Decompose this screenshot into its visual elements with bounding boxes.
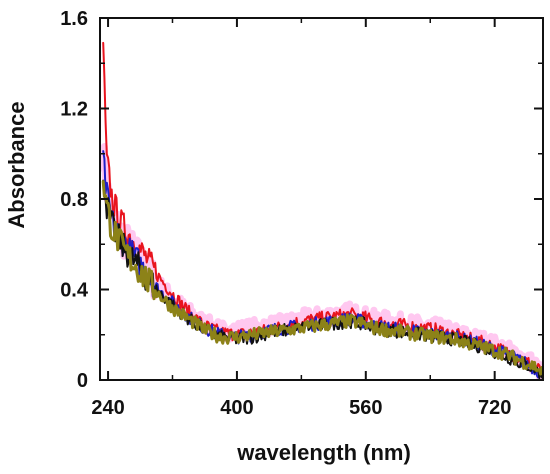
x-tick-label: 400 bbox=[220, 397, 253, 419]
y-tick-label: 0 bbox=[77, 370, 88, 392]
x-axis-title: wavelength (nm) bbox=[236, 440, 411, 465]
y-tick-label: 1.2 bbox=[60, 99, 88, 121]
y-axis-title: Absorbance bbox=[4, 101, 29, 228]
x-tick-label: 720 bbox=[478, 397, 511, 419]
y-tick-label: 0.4 bbox=[60, 280, 89, 302]
x-tick-label: 240 bbox=[91, 397, 124, 419]
x-tick-label: 560 bbox=[349, 397, 382, 419]
series-layer bbox=[100, 41, 543, 380]
series-line-5 bbox=[101, 180, 543, 376]
tick-layer: 240 400 560 720 0 0.4 0.8 1.2 1.6 bbox=[60, 8, 543, 419]
y-tick-label: 0.8 bbox=[60, 189, 88, 211]
series-line-4 bbox=[102, 179, 543, 380]
y-tick-label: 1.6 bbox=[60, 8, 88, 30]
